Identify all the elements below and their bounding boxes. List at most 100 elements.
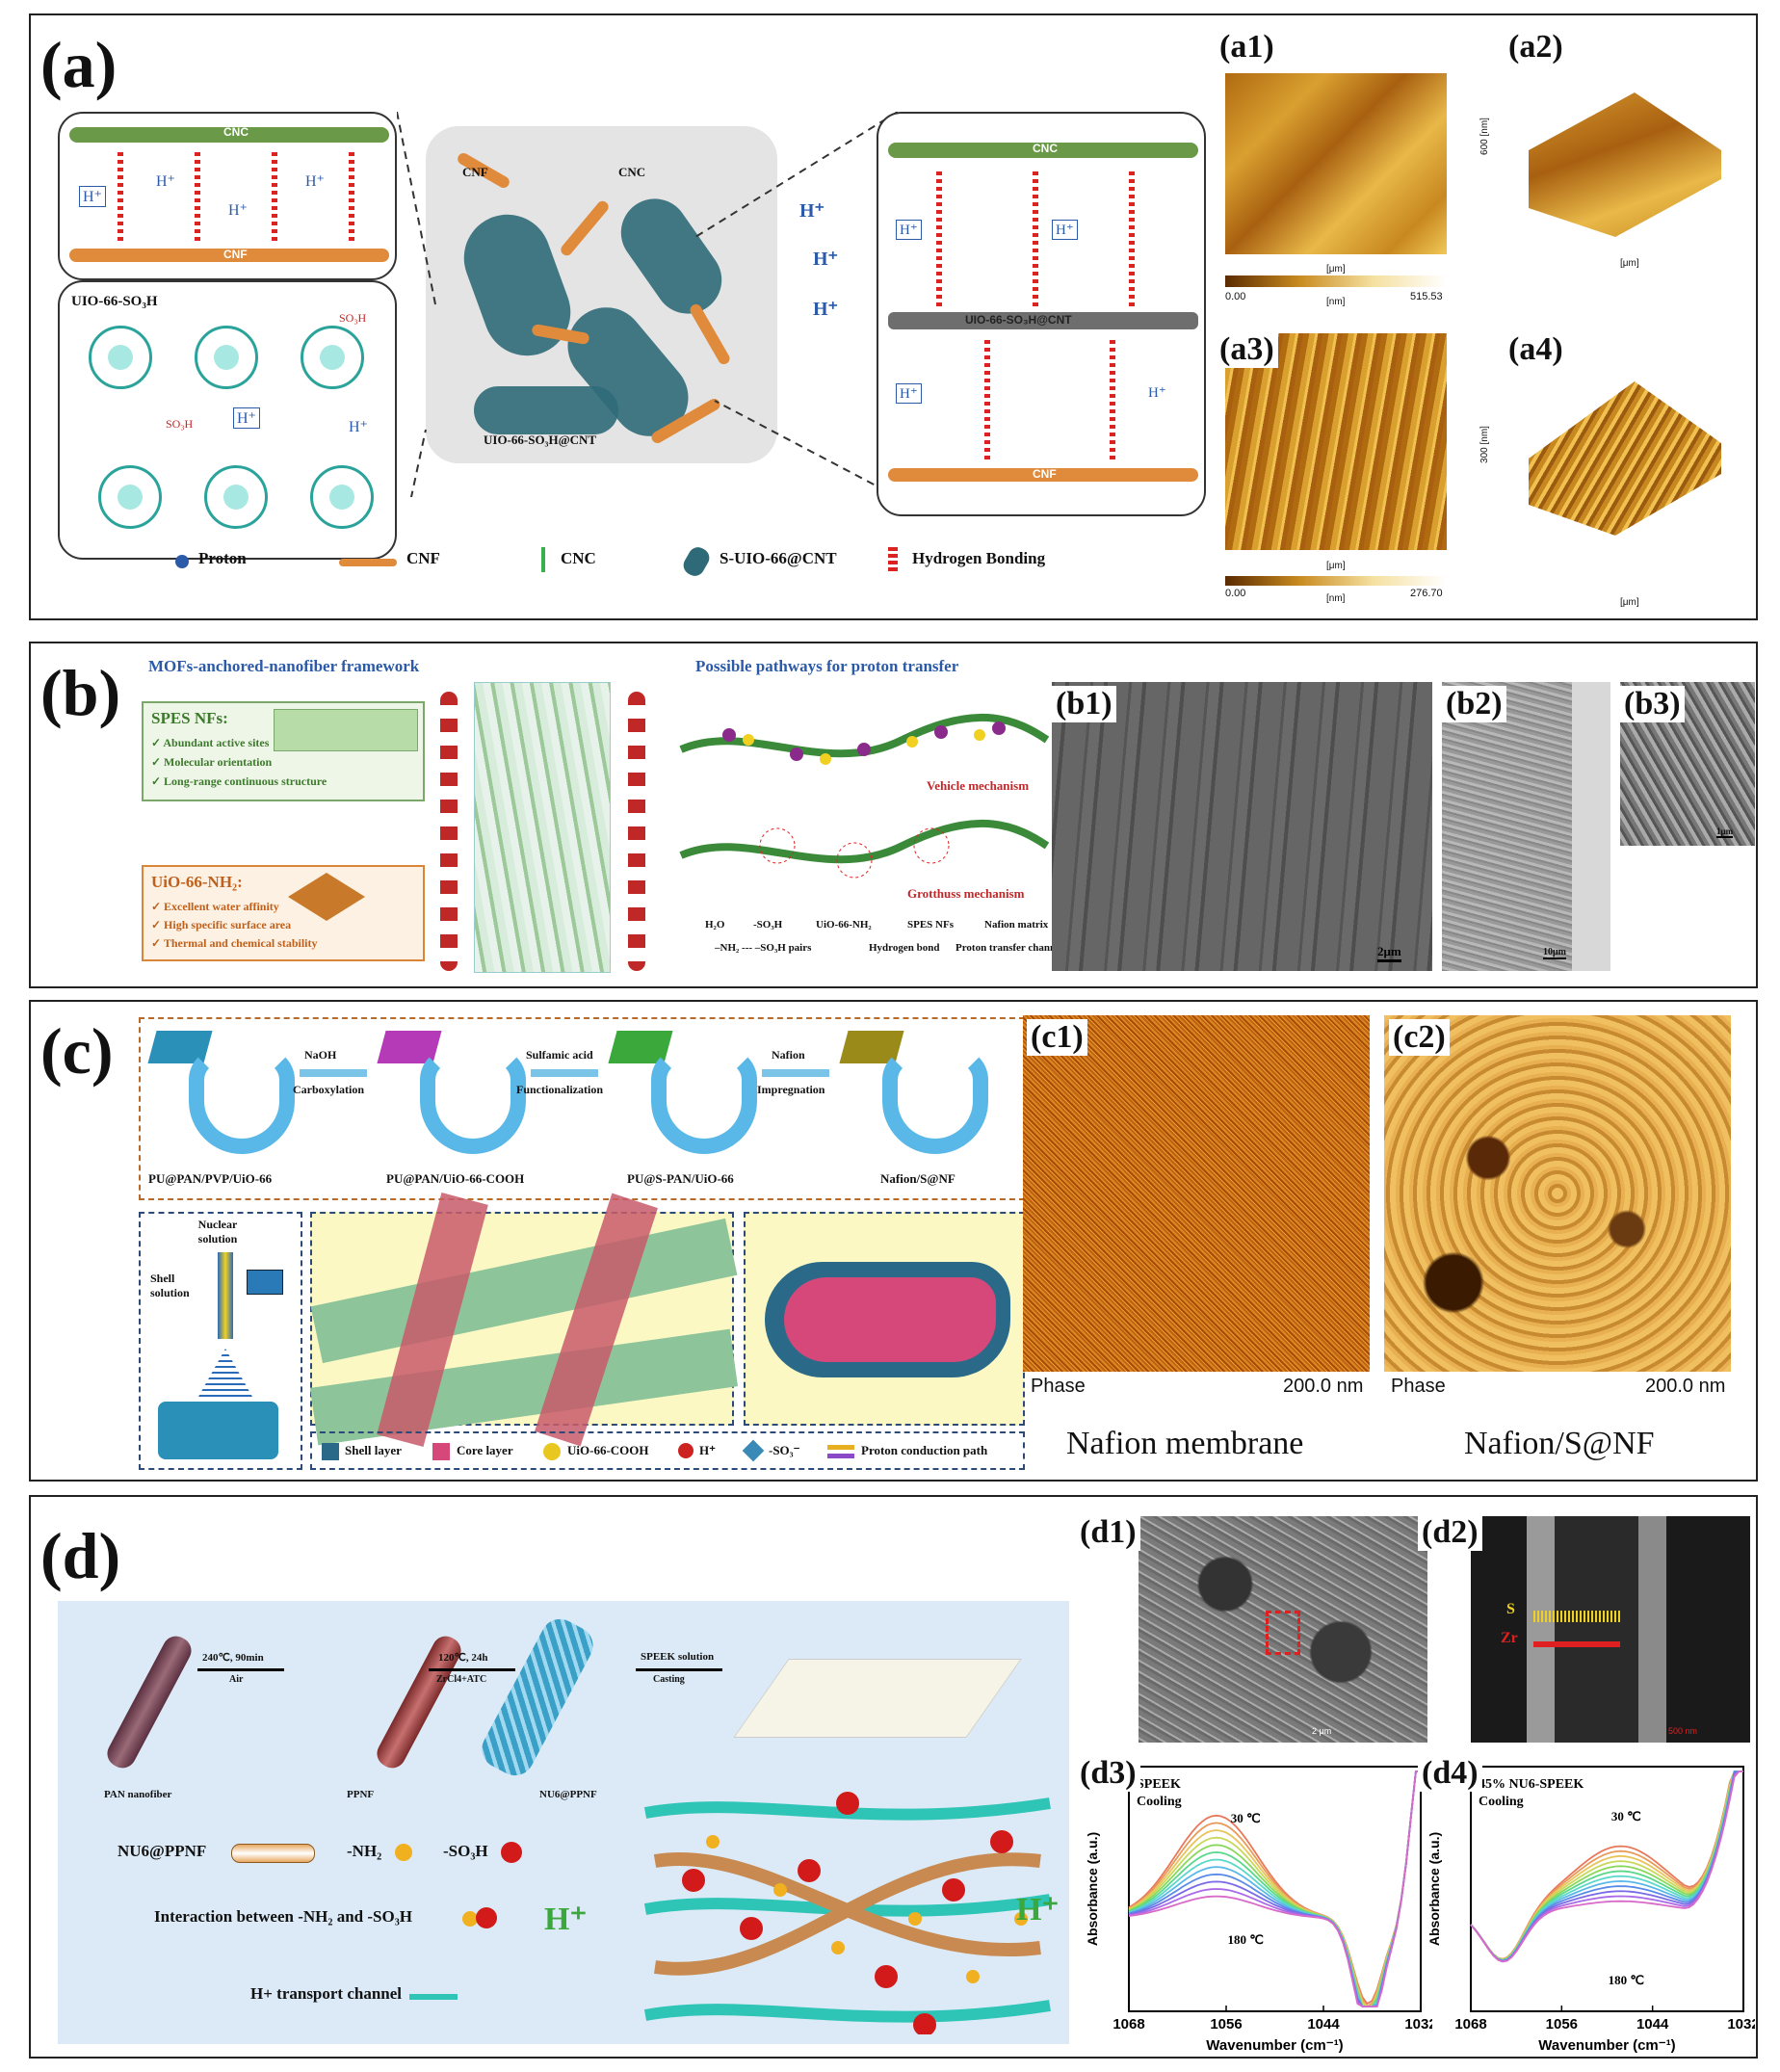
- label-b1: (b1): [1052, 686, 1116, 722]
- x-tick-label: 1032: [1404, 2016, 1432, 2033]
- cnc-label: CNC: [1033, 142, 1058, 155]
- legend-so3: -SO₃⁻: [769, 1443, 800, 1457]
- panel-d-label: (d): [40, 1519, 121, 1592]
- chart-title: SPEEK: [1137, 1777, 1181, 1792]
- proton-label: H⁺: [1148, 385, 1166, 401]
- fiber-label: PAN nanofiber: [104, 1789, 172, 1800]
- arrow-label-impregnation: Impregnation: [757, 1083, 825, 1096]
- caption-nafion-snf: Nafion/S@NF: [1464, 1426, 1655, 1461]
- uio-title: UIO-66-SO₃H: [71, 294, 158, 309]
- label-a4: (a4): [1505, 331, 1567, 368]
- proton-label: H⁺: [349, 419, 368, 435]
- panel-a-label: (a): [40, 28, 118, 101]
- legend-cnc: CNC: [561, 549, 596, 567]
- proton-column-left: [440, 692, 458, 971]
- so3h-label: SO₃H: [166, 417, 194, 431]
- cnf-label: CNF: [1033, 467, 1057, 481]
- uio-box: UiO-66-NH₂: ✓ Excellent water affinity ✓…: [142, 865, 425, 961]
- series-line: [1128, 1770, 1421, 2007]
- fiber-label: PPNF: [347, 1789, 375, 1800]
- label-b3: (b3): [1620, 686, 1685, 722]
- step-label: PU@S-PAN/UiO-66: [627, 1171, 734, 1186]
- nanofiber-framework: [474, 682, 611, 973]
- label-c2: (c2): [1389, 1019, 1450, 1056]
- cnf-label: CNF: [223, 248, 248, 261]
- step-label: Nafion/S@NF: [880, 1171, 955, 1186]
- afm-image-a3: [1225, 333, 1447, 550]
- panel-b-label: (b): [40, 656, 121, 729]
- composite-label: UIO-66-SO₃H@CNT: [484, 433, 597, 447]
- label-d4: (d4): [1418, 1755, 1482, 1792]
- spes-box: SPES NFs: ✓ Abundant active sites ✓ Mole…: [142, 701, 425, 801]
- spes-item: ✓ Long-range continuous structure: [151, 774, 327, 788]
- legend-so3h: -SO₃H: [753, 919, 783, 931]
- label-d3: (d3): [1076, 1755, 1140, 1792]
- cnc-label: CNC: [223, 125, 249, 139]
- sem-image-d1: [1139, 1516, 1427, 1743]
- label-d2: (d2): [1418, 1514, 1482, 1551]
- uio-item: ✓ Excellent water affinity: [151, 900, 279, 913]
- arrow2-label: 120℃, 24h: [438, 1652, 488, 1664]
- zoom-lines: [397, 112, 898, 497]
- proton-label: H⁺: [305, 173, 325, 190]
- scale-label-c2: 200.0 nm: [1645, 1376, 1726, 1397]
- caption-nafion: Nafion membrane: [1066, 1426, 1304, 1461]
- element-s: S: [1506, 1601, 1515, 1617]
- proton-label: H⁺: [813, 249, 839, 270]
- label-b2: (b2): [1442, 686, 1506, 722]
- arrow-label-naoh: NaOH: [304, 1048, 337, 1062]
- electrospinning-box: Nuclear solution Shell solution: [139, 1212, 302, 1470]
- legend-uio: UiO-66-NH₂: [816, 919, 872, 931]
- so3h-label: SO₃H: [339, 311, 367, 325]
- legend-h2o: H₂O: [705, 919, 725, 931]
- spes-item: ✓ Abundant active sites: [151, 736, 270, 749]
- element-zr: Zr: [1501, 1630, 1518, 1646]
- scalebar-b3: 1μm: [1716, 826, 1734, 838]
- afm-3d-a2: [1529, 92, 1721, 237]
- uio-nh2-title: UiO-66-NH₂:: [151, 873, 243, 891]
- arrow-label-functionalization: Functionalization: [516, 1083, 604, 1096]
- colorbar-a3: [1225, 576, 1447, 586]
- arrow-label-nafion: Nafion: [772, 1048, 805, 1062]
- series-line: [1128, 1770, 1421, 2006]
- legend-cnf: CNF: [406, 549, 440, 567]
- legend-b: H₂O -SO₃H UiO-66-NH₂ SPES NFs Nafion mat…: [705, 919, 1071, 977]
- legend-channels: Proton transfer channels: [955, 942, 1068, 954]
- nuclear-solution-label: Nuclear solution: [197, 1218, 238, 1246]
- y-axis-label: Absorbance (a.u.): [1427, 1832, 1442, 1946]
- legend-mof: S-UIO-66@CNT: [720, 549, 837, 567]
- proton-label: H⁺: [896, 220, 922, 240]
- proton-label: H⁺: [156, 173, 175, 190]
- arrow1-label: 240℃, 90min: [202, 1652, 264, 1664]
- channel-label: H+ transport channel: [250, 1984, 403, 2003]
- annotation-bottom: 180 ℃: [1609, 1973, 1644, 1987]
- scalebar-b2: 10μm: [1543, 947, 1566, 959]
- proton-label: H⁺: [799, 200, 825, 222]
- membrane-scheme: [643, 1792, 1051, 2034]
- panel-b: (b) MOFs-anchored-nanofiber framework Po…: [29, 642, 1758, 988]
- chart-title: 45% NU6-SPEEK: [1479, 1777, 1584, 1792]
- scalebar-d2: 500 nm: [1668, 1726, 1698, 1736]
- series-line: [1470, 1770, 1743, 1963]
- series-line: [1128, 1770, 1421, 2007]
- cnc-label: CNC: [618, 165, 646, 179]
- legend-hplus: H⁺: [699, 1443, 716, 1457]
- step-label: PU@PAN/PVP/UiO-66: [148, 1171, 273, 1186]
- plot-frame: [1128, 1766, 1422, 2012]
- chart-d3: 1068 1056 1044 1032 Wavenumber (cm⁻¹) Absorba…: [1085, 1766, 1432, 2054]
- scale-max-a3: 276.70: [1410, 588, 1443, 599]
- legend-spes: SPES NFs: [907, 919, 954, 931]
- phase-label-c2: Phase: [1391, 1376, 1446, 1397]
- cnf-label: CNF: [462, 165, 488, 179]
- title-framework: MOFs-anchored-nanofiber framework: [148, 657, 420, 675]
- legend-nafion: Nafion matrix: [984, 919, 1049, 931]
- x-tick-label: 1056: [1546, 2016, 1578, 2033]
- unit-a3: [nm]: [1326, 593, 1346, 604]
- grotthuss-mechanism: Grotthuss mechanism: [907, 886, 1025, 901]
- sem-image-d2: [1471, 1516, 1750, 1743]
- legend-hbond: Hydrogen bond: [869, 942, 940, 954]
- proton-label: H⁺: [79, 186, 106, 207]
- cnc-cnf-box: CNC CNF H⁺ H⁺ H⁺ H⁺: [58, 112, 397, 280]
- uio-cnt-box: CNC UIO-66-SO₃H@CNT CNF H⁺ H⁺ H⁺ H⁺: [877, 112, 1206, 516]
- legend-core: Core layer: [457, 1443, 513, 1457]
